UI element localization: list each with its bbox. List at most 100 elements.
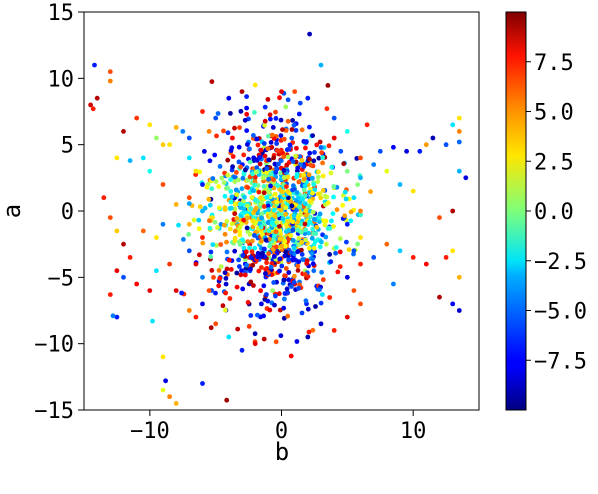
y-tick-label: 10 xyxy=(48,67,75,92)
scatter-point xyxy=(333,250,338,256)
scatter-point xyxy=(295,249,301,255)
scatter-point xyxy=(200,109,205,114)
scatter-point xyxy=(311,216,317,222)
scatter-point xyxy=(101,195,107,201)
scatter-point xyxy=(260,175,266,181)
scatter-point xyxy=(252,82,258,88)
scatter-point xyxy=(114,228,120,234)
scatter-point xyxy=(278,133,284,139)
scatter-point xyxy=(217,275,223,281)
scatter-point xyxy=(307,219,313,225)
scatter-point xyxy=(241,172,247,177)
scatter-point xyxy=(348,218,354,224)
scatter-point xyxy=(273,244,279,250)
scatter-point xyxy=(299,240,305,245)
scatter-point xyxy=(290,219,296,225)
scatter-point xyxy=(238,164,243,170)
scatter-point xyxy=(286,227,292,233)
scatter-point xyxy=(228,267,234,272)
scatter-point xyxy=(273,170,279,175)
scatter-point xyxy=(358,301,363,307)
scatter-point xyxy=(264,292,269,297)
scatter-point xyxy=(344,129,350,134)
scatter-point xyxy=(293,127,299,133)
scatter-point xyxy=(200,208,205,214)
scatter-point xyxy=(266,251,271,257)
scatter-point xyxy=(269,220,275,226)
scatter-point xyxy=(255,312,260,318)
scatter-point xyxy=(277,95,282,101)
scatter-point xyxy=(301,172,307,178)
scatter-point xyxy=(207,158,213,164)
scatter-point xyxy=(278,170,284,176)
scatter-point xyxy=(281,168,287,173)
scatter-point xyxy=(160,182,166,187)
scatter-point xyxy=(295,219,300,225)
scatter-point xyxy=(240,175,246,181)
scatter-point xyxy=(265,203,271,209)
scatter-point xyxy=(319,239,324,245)
scatter-point xyxy=(259,215,264,221)
scatter-point xyxy=(222,207,228,212)
scatter-point xyxy=(255,199,260,204)
scatter-point xyxy=(317,219,322,225)
scatter-point xyxy=(289,135,295,141)
scatter-point xyxy=(234,170,239,175)
scatter-point xyxy=(344,221,350,227)
scatter-point xyxy=(202,149,207,154)
scatter-point xyxy=(234,216,240,221)
scatter-point xyxy=(241,206,247,212)
scatter-point xyxy=(260,221,266,226)
scatter-point xyxy=(342,189,348,195)
scatter-point xyxy=(335,269,341,275)
scatter-point xyxy=(291,213,297,219)
scatter-point xyxy=(222,222,227,228)
scatter-point xyxy=(320,173,326,179)
scatter-point xyxy=(252,182,258,188)
scatter-point xyxy=(316,191,321,197)
scatter-point xyxy=(196,226,202,232)
scatter-point xyxy=(282,291,288,296)
scatter-point xyxy=(226,334,232,340)
scatter-point xyxy=(223,276,229,281)
scatter-point xyxy=(226,95,232,101)
scatter-point xyxy=(239,268,244,273)
scatter-point xyxy=(371,162,377,168)
scatter-point xyxy=(437,215,442,221)
scatter-point xyxy=(173,288,179,293)
scatter-point xyxy=(351,195,357,201)
scatter-point xyxy=(283,249,289,255)
scatter-point xyxy=(140,228,146,234)
scatter-point xyxy=(284,286,290,292)
x-axis-label: b xyxy=(275,438,289,466)
scatter-point xyxy=(343,196,349,202)
scatter-point xyxy=(325,83,331,88)
scatter-point xyxy=(289,127,295,132)
scatter-point xyxy=(285,97,291,103)
scatter-point xyxy=(253,169,259,175)
scatter-point xyxy=(232,248,238,254)
scatter-point xyxy=(290,227,296,233)
scatter-point xyxy=(324,106,330,112)
scatter-point xyxy=(235,326,241,332)
scatter-point xyxy=(206,196,212,202)
scatter-point xyxy=(209,79,215,84)
scatter-point xyxy=(242,272,248,278)
scatter-point xyxy=(443,142,449,148)
scatter-point xyxy=(302,231,308,237)
scatter-point xyxy=(107,292,113,297)
scatter-point xyxy=(214,133,219,139)
scatter-point xyxy=(200,274,205,280)
x-tick-label: −10 xyxy=(130,419,170,444)
scatter-point xyxy=(234,270,240,276)
scatter-point xyxy=(310,133,315,139)
y-tick-label: 5 xyxy=(61,134,74,159)
y-tick-label: −10 xyxy=(34,333,74,358)
scatter-point xyxy=(268,212,274,217)
scatter-point xyxy=(288,199,294,205)
scatter-point xyxy=(283,205,289,211)
scatter-point xyxy=(230,154,236,159)
scatter-point xyxy=(273,339,279,345)
scatter-point xyxy=(186,221,192,227)
scatter-point xyxy=(268,140,274,145)
